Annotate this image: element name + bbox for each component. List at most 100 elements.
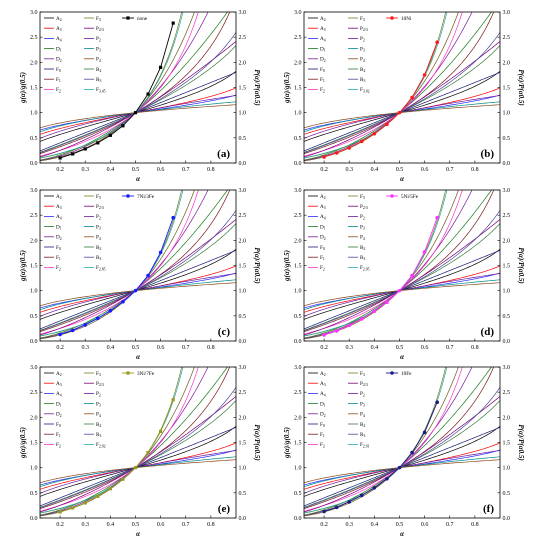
y-tick-label-right: 1.0 bbox=[239, 466, 247, 472]
data-point bbox=[146, 273, 150, 278]
y-tick-label: 0.5 bbox=[294, 491, 302, 497]
model-curves bbox=[304, 190, 500, 340]
y-tick-label: 3.0 bbox=[294, 188, 302, 194]
data-point bbox=[133, 111, 138, 115]
legend-label: D1 bbox=[56, 224, 62, 230]
y-tick-label-right: 0.5 bbox=[239, 491, 247, 497]
y-tick-label-right: 1.5 bbox=[239, 264, 247, 270]
model-curve-R2 bbox=[40, 223, 236, 331]
legend-label: P2 bbox=[96, 214, 101, 220]
plot-frame bbox=[303, 11, 501, 164]
model-curve-D3 bbox=[304, 12, 459, 162]
legend-label: R2 bbox=[360, 245, 365, 251]
panel-e: 0.2 0.3 0.4 0.5 0.6 0.7 0.8 0.0 0.0 0.5 0.5 1.0 1.0 1… bbox=[19, 365, 261, 538]
y-tick-label-right: 2.5 bbox=[239, 390, 247, 396]
y-tick-label-right: 3.0 bbox=[239, 10, 247, 16]
legend-label: F2.92 bbox=[96, 442, 106, 448]
series-line bbox=[323, 42, 438, 158]
legend: A2 A3 A4 D1 D2 F0 F1 F2 F3 P2/3 P2 P3 P4 R2 R3 F2.95 5Ni… bbox=[308, 194, 419, 271]
x-tick-label: 0.4 bbox=[371, 522, 379, 528]
y-tick-label: 2.0 bbox=[30, 238, 38, 244]
data-point bbox=[385, 122, 389, 127]
data-point bbox=[133, 288, 138, 293]
model-curve-D1 bbox=[304, 190, 492, 339]
y-tick-label: 2.0 bbox=[294, 238, 302, 244]
legend-label: D2 bbox=[320, 235, 326, 241]
x-tick-label: 0.2 bbox=[56, 167, 64, 173]
model-curve-D2 bbox=[40, 12, 209, 161]
y-tick-label-right: 1.0 bbox=[503, 466, 511, 472]
legend-label: D2 bbox=[56, 57, 62, 63]
y-tick-label-right: 3.0 bbox=[503, 188, 511, 194]
y-tick-label-right: 0.0 bbox=[239, 516, 247, 522]
data-point bbox=[121, 477, 125, 481]
x-tick-label: 0.3 bbox=[345, 167, 353, 173]
x-tick-label: 0.3 bbox=[345, 522, 353, 528]
y-tick-label-right: 1.5 bbox=[503, 86, 511, 92]
y-axis-label-left: g(α)/g(0.5) bbox=[283, 72, 291, 104]
y-tick-label-right: 2.0 bbox=[503, 60, 511, 66]
data-point bbox=[171, 21, 175, 25]
x-tick-label: 0.3 bbox=[81, 522, 89, 528]
model-curve-P2-3 bbox=[304, 219, 500, 336]
experimental-series bbox=[322, 400, 439, 514]
legend-label: R2 bbox=[96, 245, 101, 251]
model-curve-D2 bbox=[304, 12, 473, 161]
y-tick-label: 3.0 bbox=[294, 10, 302, 16]
y-tick-label: 0.5 bbox=[294, 314, 302, 320]
y-tick-label-right: 3.0 bbox=[503, 10, 511, 16]
legend-label: P2/3 bbox=[360, 381, 368, 387]
plot-frame bbox=[303, 366, 501, 519]
legend-label: P4 bbox=[360, 57, 365, 63]
y-axis-label-right: P(α)/P(α0.5) bbox=[517, 424, 525, 460]
legend-series-name: 5Ni/5Fe bbox=[401, 194, 419, 200]
x-tick-label: 0.5 bbox=[396, 167, 404, 173]
model-curve-P3 bbox=[40, 456, 236, 488]
legend-label: A3 bbox=[56, 381, 62, 387]
legend-marker bbox=[126, 371, 130, 375]
data-point bbox=[121, 124, 125, 128]
y-tick-label: 1.0 bbox=[294, 289, 302, 295]
x-tick-label: 0.8 bbox=[207, 167, 215, 173]
y-axis-label-right: P(α)/P(α0.5) bbox=[517, 69, 525, 105]
y-tick-label-right: 1.5 bbox=[503, 264, 511, 270]
legend: A2 A3 A4 D1 D2 F0 F1 F2 F3 P2/3 P2 P3 P4 R2 R3 F3.45 non… bbox=[44, 16, 148, 93]
model-curve-A2 bbox=[40, 425, 236, 497]
x-tick-label: 0.2 bbox=[320, 522, 328, 528]
legend-label: A2 bbox=[56, 16, 62, 22]
y-tick-label-right: 0.0 bbox=[503, 161, 511, 167]
y-axis-label-right: P(α)/P(α0.5) bbox=[253, 247, 261, 283]
legend-label: P3 bbox=[360, 46, 365, 52]
data-point bbox=[410, 95, 414, 100]
x-tick-label: 0.7 bbox=[446, 167, 454, 173]
y-tick-label: 2.5 bbox=[294, 213, 302, 219]
data-point bbox=[322, 509, 326, 514]
legend-label: F3 bbox=[96, 194, 101, 200]
model-curve-D1 bbox=[40, 12, 228, 161]
data-point bbox=[146, 450, 150, 455]
y-tick-label-right: 1.5 bbox=[503, 441, 511, 447]
plot-frame bbox=[303, 189, 501, 342]
y-tick-label: 1.5 bbox=[294, 441, 302, 447]
model-curve-F2 bbox=[304, 190, 463, 335]
model-curve-D1 bbox=[40, 190, 228, 339]
y-tick-label-right: 2.5 bbox=[503, 213, 511, 219]
model-curve-F1 bbox=[304, 12, 495, 155]
y-tick-label-right: 1.0 bbox=[503, 289, 511, 295]
data-point bbox=[96, 494, 100, 498]
x-tick-label: 0.5 bbox=[132, 167, 140, 173]
y-tick-label-right: 2.0 bbox=[239, 60, 247, 66]
x-axis-label: α bbox=[136, 175, 140, 183]
data-point bbox=[171, 398, 175, 402]
legend-label: P2 bbox=[360, 391, 365, 397]
series-line bbox=[59, 217, 174, 335]
y-tick-label-right: 2.5 bbox=[503, 390, 511, 396]
y-tick-label: 0.0 bbox=[30, 339, 38, 345]
legend-marker bbox=[126, 16, 130, 20]
y-tick-label: 2.5 bbox=[30, 213, 38, 219]
legend-label: A2 bbox=[320, 16, 326, 22]
y-tick-label: 2.0 bbox=[294, 60, 302, 66]
legend-label: F0 bbox=[56, 422, 61, 428]
legend-label: F3 bbox=[96, 371, 101, 377]
data-point bbox=[435, 215, 439, 220]
